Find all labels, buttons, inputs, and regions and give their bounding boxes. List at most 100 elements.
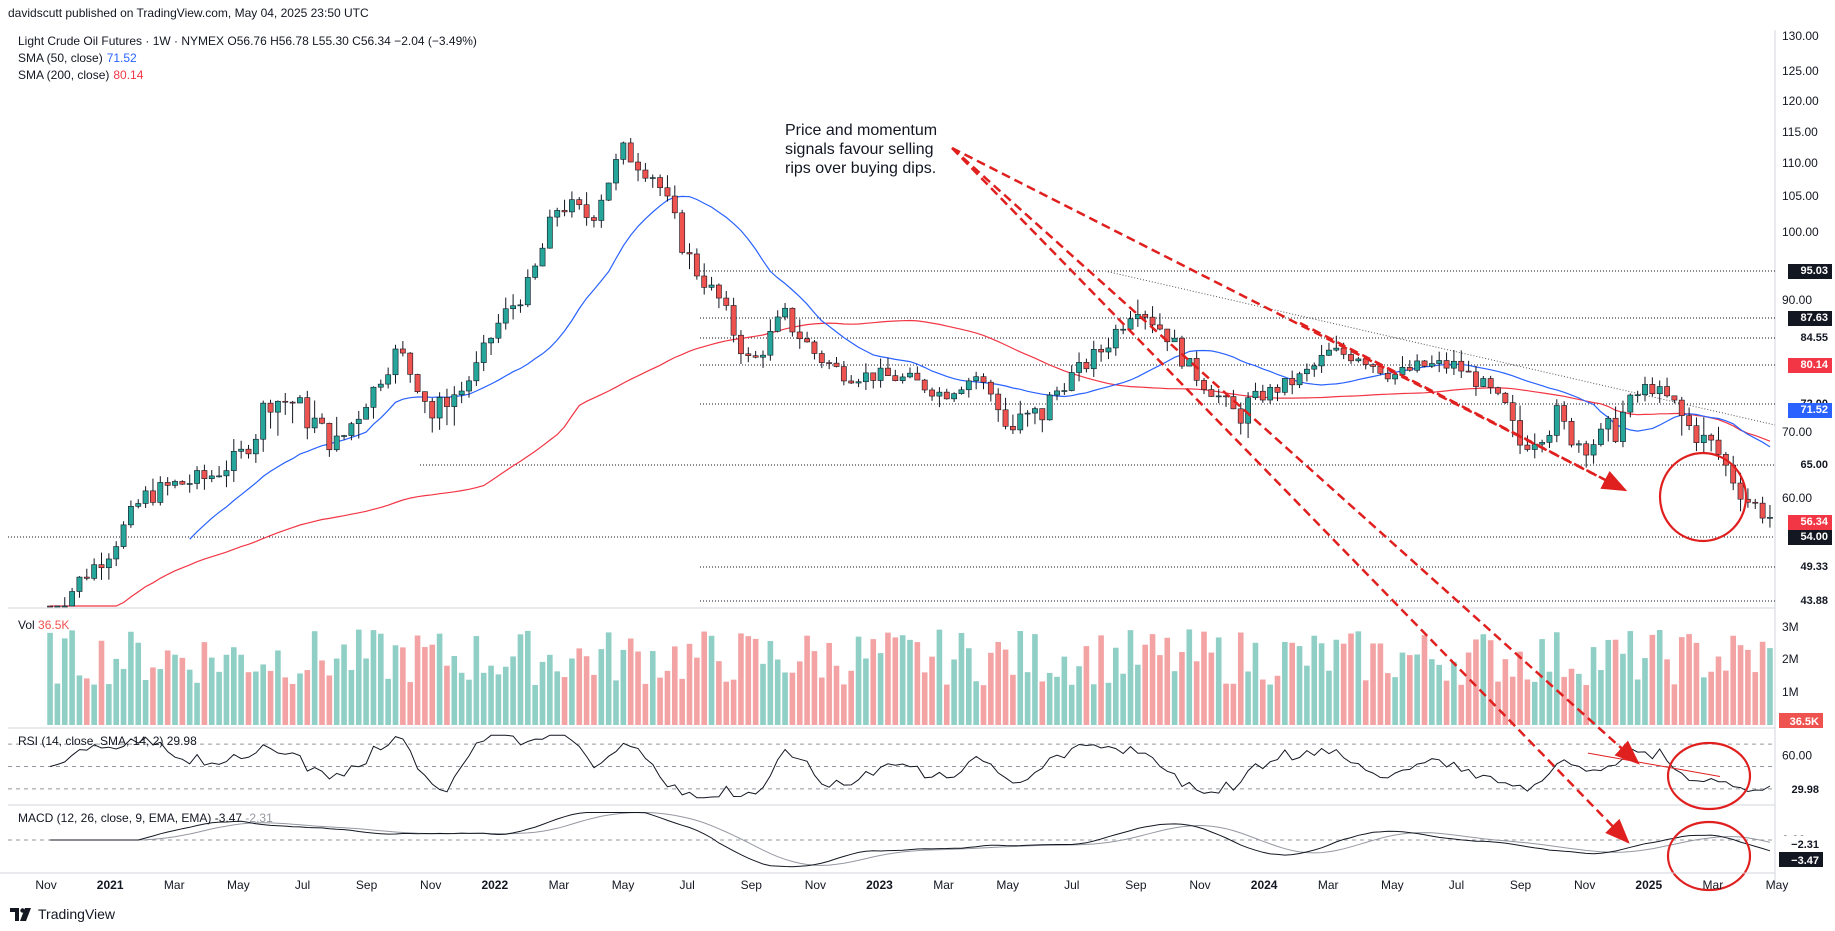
volume-bar	[1407, 655, 1413, 725]
candle-body	[510, 305, 517, 310]
candle-body	[1767, 517, 1773, 519]
volume-bar	[694, 657, 700, 725]
volume-bar	[554, 671, 561, 725]
volume-bar	[238, 654, 244, 725]
candle-body	[128, 506, 134, 526]
volume-bar	[892, 637, 899, 725]
volume-bar	[738, 633, 744, 725]
candle-body	[598, 199, 605, 221]
price-tag: 71.52	[1788, 403, 1832, 419]
rsi-label: RSI (14, close, SMA, 14, 2) 29.98	[18, 734, 197, 748]
annotation-line: Price and momentum	[785, 122, 938, 139]
y-tick-label: 130.00	[1782, 29, 1819, 43]
volume-bar	[1554, 632, 1560, 725]
candle-body	[47, 605, 53, 608]
volume-bar	[1752, 672, 1759, 725]
volume-bar	[627, 638, 634, 725]
candle-body	[216, 475, 223, 478]
volume-bar	[672, 646, 678, 725]
candle-body	[576, 199, 583, 206]
candle-body	[1237, 408, 1244, 424]
volume-bar	[1701, 677, 1707, 725]
volume-bar	[1010, 674, 1016, 725]
candle-body	[1186, 358, 1193, 367]
candle-body	[1568, 421, 1575, 446]
candle-body	[671, 195, 678, 214]
volume-bar	[958, 633, 965, 725]
volume-bar	[76, 675, 83, 725]
volume-bar	[1531, 681, 1538, 725]
candle-body	[1274, 386, 1281, 393]
annotation-circle	[1666, 741, 1752, 811]
candle-body	[1531, 443, 1538, 450]
volume-bar	[260, 664, 267, 725]
candle-body	[635, 161, 641, 171]
candle-body	[649, 177, 656, 179]
volume-bar	[1686, 634, 1692, 725]
x-tick-label: Sep	[356, 878, 378, 892]
candle-body	[370, 386, 377, 408]
candle-body	[311, 417, 318, 429]
candle-body	[723, 297, 730, 306]
sma200-line	[50, 319, 1771, 607]
candle-body	[591, 217, 597, 221]
candle-body	[1480, 378, 1487, 387]
candle-body	[480, 342, 487, 363]
candle-body	[1142, 314, 1149, 318]
volume-bar	[1267, 684, 1273, 725]
volume-bar	[1664, 659, 1670, 725]
candle-body	[569, 199, 575, 213]
footer-brand[interactable]: TradingView	[10, 906, 115, 922]
volume-bar	[179, 657, 186, 725]
volume-tag: 36.5K	[1790, 716, 1819, 728]
candle-body	[1318, 354, 1325, 367]
volume-bar	[951, 659, 957, 725]
y-tick-label: 100.00	[1782, 225, 1819, 239]
candle-body	[1208, 389, 1215, 397]
x-tick-label: Jul	[1064, 878, 1079, 892]
candle-body	[1112, 328, 1119, 349]
volume-bar	[1429, 659, 1435, 725]
sma50-legend-label: SMA (50, close)	[18, 51, 103, 65]
volume-bar	[730, 679, 737, 725]
volume-bar	[1201, 631, 1207, 725]
volume-bar	[1282, 641, 1288, 725]
y-tick-label: 105.00	[1782, 189, 1819, 203]
annotation-circle	[1666, 820, 1752, 892]
candle-body	[1458, 360, 1465, 372]
sma50-legend[interactable]: SMA (50, close) 71.52	[18, 51, 137, 65]
macd-tag: −3.47	[1791, 855, 1819, 867]
sma50-legend-value: 71.52	[106, 51, 137, 65]
price-tag: 43.88	[1788, 593, 1832, 609]
candle-body	[1090, 349, 1097, 370]
volume-bar	[1546, 671, 1553, 725]
x-tick-label: Nov	[805, 878, 826, 892]
candle-body	[642, 169, 649, 179]
volume-bar	[899, 635, 906, 725]
volume-bar	[811, 651, 818, 725]
volume-bar	[1576, 673, 1582, 725]
volume-bar	[495, 674, 502, 725]
candle-body	[245, 448, 252, 455]
candle-body	[1605, 417, 1612, 430]
candle-body	[319, 417, 325, 424]
candle-body	[1068, 372, 1075, 391]
candle-body	[1590, 444, 1597, 456]
volume-bar	[723, 681, 730, 725]
volume-bar	[620, 649, 627, 725]
candle-body	[546, 216, 553, 249]
volume-bar	[1032, 634, 1038, 725]
candle-body	[377, 383, 384, 388]
annotation-line: rips over buying dips.	[785, 160, 937, 177]
volume-bar	[1046, 672, 1053, 725]
candle-body	[848, 380, 855, 384]
volume-bar	[297, 673, 303, 725]
macd-signal-tag-bg	[1779, 836, 1823, 851]
candle-body	[333, 435, 340, 451]
sma200-legend[interactable]: SMA (200, close) 80.14	[18, 68, 143, 82]
footer-brand-label: TradingView	[38, 906, 116, 922]
volume-bar	[679, 678, 685, 725]
x-tick-label: May	[1381, 878, 1404, 892]
volume-bar	[488, 665, 494, 725]
